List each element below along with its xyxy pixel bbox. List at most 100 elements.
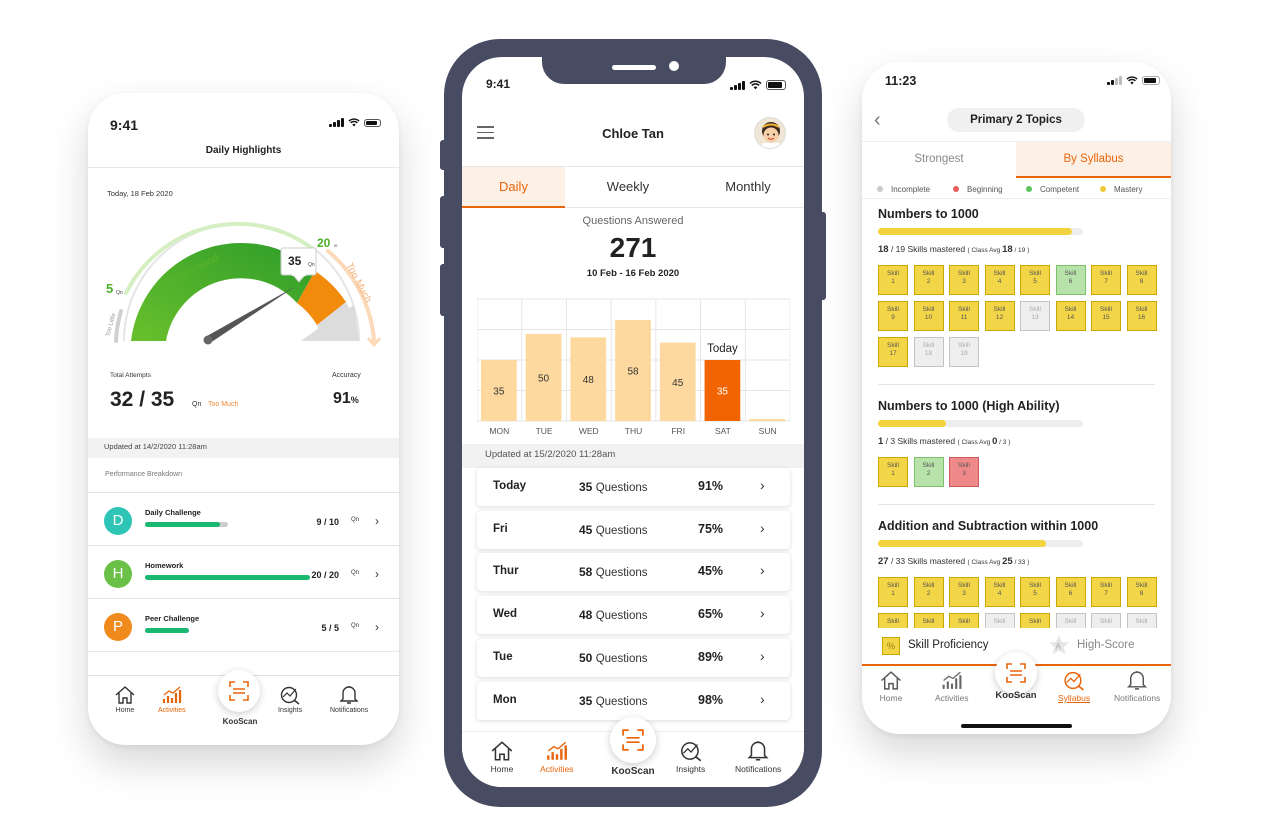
chart-bar [615,319,651,421]
skill-tile[interactable]: Skill 4 [984,265,1015,295]
skill-tile[interactable]: Skill 2 [913,457,944,487]
tab-strongest[interactable]: Strongest [914,153,964,165]
skill-tile[interactable]: Skill [984,613,1015,629]
nav-home[interactable]: Home [879,670,903,703]
skill-tile[interactable]: Skill 15 [1091,301,1121,331]
chevron-right-icon[interactable]: › [760,519,765,536]
day-summary-row[interactable]: Wed 48 Questions 65% › [477,596,790,635]
skill-tile[interactable]: Skill [878,613,908,629]
scan-icon [229,681,249,701]
chevron-right-icon[interactable]: › [760,605,765,622]
row-accuracy: 45% [698,564,724,579]
skill-tile[interactable]: Skill 18 [913,337,944,367]
skill-tile[interactable]: Skill 13 [1020,301,1050,331]
back-chevron-icon[interactable]: ‹ [874,109,881,131]
skill-tile[interactable]: Skill 9 [878,301,908,331]
skill-tile[interactable]: Skill 12 [984,301,1015,331]
skill-tile[interactable]: Skill 1 [878,577,908,607]
skill-tile[interactable]: Skill [1126,613,1157,629]
skill-tile[interactable]: Skill 14 [1055,301,1086,331]
skill-tile[interactable]: Skill 3 [949,265,979,295]
day-summary-row[interactable]: Thur 58 Questions 45% › [477,553,790,592]
performance-row[interactable]: P Peer Challenge 5 / 5 Qn › [88,598,399,652]
day-summary-row[interactable]: Today 35 Questions 91% › [477,468,790,506]
chevron-right-icon[interactable]: › [375,620,379,634]
tab-monthly[interactable]: Monthly [725,179,771,194]
nav-home[interactable]: Home [114,685,136,714]
day-summary-row[interactable]: Mon 35 Questions 98% › [477,681,790,720]
skill-tile[interactable]: Skill [949,613,979,629]
nav-syllabus[interactable]: Syllabus [1058,670,1090,703]
tab-weekly[interactable]: Weekly [606,179,650,194]
skill-tile[interactable]: Skill 7 [1091,577,1121,607]
nav-activities[interactable]: Activities [540,740,574,774]
status-time: 9:41 [110,117,139,133]
nav-notifications[interactable]: Notifications [330,684,368,714]
kooscan-button[interactable] [995,652,1037,694]
chevron-right-icon[interactable]: › [760,562,765,579]
skill-tile[interactable]: Skill [913,613,944,629]
skill-tile[interactable]: Skill 5 [1020,577,1050,607]
performance-row[interactable]: D Daily Challenge 9 / 10 Qn › [88,492,399,546]
kooscan-button[interactable] [610,717,656,763]
skill-tile[interactable]: Skill 16 [1126,301,1157,331]
skill-tile[interactable]: Skill [1020,613,1050,629]
performance-row[interactable]: H Homework 20 / 20 Qn › [88,545,399,599]
activities-icon [162,686,181,703]
skill-tile[interactable]: Skill 3 [949,577,979,607]
progress-track [145,575,310,580]
skill-tile[interactable]: Skill 1 [878,265,908,295]
skill-tile[interactable]: Skill 6 [1055,265,1086,295]
topic-title: Addition and Subtraction within 1000 [878,519,1099,533]
x-tick-label: SUN [759,426,777,436]
nav-insights[interactable]: Insights [676,740,705,774]
skill-tile[interactable]: Skill 8 [1126,265,1157,295]
skill-tile[interactable]: Skill 6 [1055,577,1086,607]
legend-dot [953,186,959,192]
kooscan-button[interactable] [218,670,260,712]
skill-tile[interactable]: Skill 2 [913,577,944,607]
high-score-label[interactable]: High-Score [1077,639,1135,651]
activity-name: Peer Challenge [145,614,200,623]
updated-bar: Updated at 15/2/2020 11:28am [462,444,804,468]
skill-tile[interactable]: Skill 7 [1091,265,1121,295]
nav-home[interactable]: Home [490,740,514,774]
mastery-legend: Incomplete Beginning Competent Mastery [862,181,1171,199]
chevron-right-icon[interactable]: › [760,477,765,493]
row-day: Tue [493,650,513,663]
chart-bar [570,337,607,421]
skill-tile[interactable]: Skill [1055,613,1086,629]
chevron-right-icon[interactable]: › [375,514,379,528]
skill-tile[interactable]: Skill 3 [949,457,979,487]
menu-icon[interactable] [477,126,494,143]
skill-tile[interactable]: Skill [1091,613,1121,629]
topics-title[interactable]: Primary 2 Topics [947,108,1085,132]
skill-tile[interactable]: Skill 11 [949,301,979,331]
skill-tile[interactable]: Skill 17 [878,337,908,367]
skill-proficiency-label[interactable]: Skill Proficiency [908,639,989,651]
nav-notifications[interactable]: Notifications [1114,669,1160,703]
nav-activities[interactable]: Activities [935,670,969,703]
chevron-right-icon[interactable]: › [375,567,379,581]
skill-tile[interactable]: Skill 8 [1126,577,1157,607]
tab-daily[interactable]: Daily [462,167,565,208]
skill-tile[interactable]: Skill 10 [913,301,944,331]
avatar[interactable] [754,117,786,149]
bell-icon [1127,671,1148,690]
day-summary-row[interactable]: Fri 45 Questions 75% › [477,510,790,549]
skill-tile[interactable]: Skill 4 [984,577,1015,607]
tab-by-syllabus[interactable]: By Syllabus [1016,142,1171,178]
nav-activities[interactable]: Activities [158,685,186,714]
chevron-right-icon[interactable]: › [760,647,765,664]
row-count: 35 Questions [579,693,648,708]
chevron-right-icon[interactable]: › [760,690,765,707]
nav-notifications[interactable]: Notifications [735,739,781,774]
nav-insights[interactable]: Insights [278,685,302,714]
skill-tile[interactable]: Skill 1 [878,457,908,487]
skill-tile[interactable]: Skill 5 [1020,265,1050,295]
student-name: Chloe Tan [602,126,664,141]
day-summary-row[interactable]: Tue 50 Questions 89% › [477,638,790,677]
skill-tile[interactable]: Skill 2 [913,265,944,295]
skill-tile[interactable]: Skill 19 [949,337,979,367]
legend-dot [1026,186,1032,192]
